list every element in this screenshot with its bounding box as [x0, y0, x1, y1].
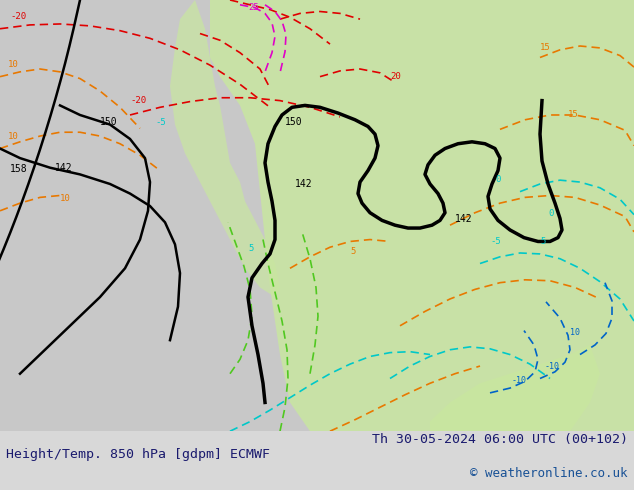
Text: 20: 20 [390, 72, 401, 80]
Text: 150: 150 [285, 117, 302, 126]
Text: 142: 142 [295, 179, 313, 189]
Text: Height/Temp. 850 hPa [gdpm] ECMWF: Height/Temp. 850 hPa [gdpm] ECMWF [6, 447, 270, 461]
Text: 5: 5 [248, 244, 254, 253]
Text: -20: -20 [10, 12, 26, 21]
Text: 5: 5 [350, 247, 356, 256]
Text: -5: -5 [490, 237, 501, 246]
Text: 10: 10 [570, 328, 580, 338]
Text: 142: 142 [55, 163, 73, 172]
Text: 5: 5 [540, 237, 545, 246]
Text: © weatheronline.co.uk: © weatheronline.co.uk [470, 467, 628, 480]
Text: 15: 15 [568, 110, 579, 119]
Polygon shape [430, 345, 600, 431]
Polygon shape [210, 0, 634, 431]
Text: -10: -10 [545, 362, 560, 371]
Text: 15: 15 [540, 43, 551, 52]
Text: 25: 25 [248, 2, 259, 12]
Text: 142: 142 [455, 214, 472, 224]
Text: -20: -20 [130, 97, 146, 105]
Polygon shape [170, 0, 280, 297]
Text: -10: -10 [512, 376, 527, 385]
Text: 150: 150 [100, 117, 118, 126]
Text: 10: 10 [8, 60, 19, 69]
Text: 10: 10 [60, 194, 71, 203]
Text: 158: 158 [10, 165, 28, 174]
Text: 0: 0 [548, 209, 553, 218]
Text: 10: 10 [8, 132, 19, 141]
Text: Th 30-05-2024 06:00 UTC (00+102): Th 30-05-2024 06:00 UTC (00+102) [372, 433, 628, 446]
Text: 0: 0 [495, 175, 500, 184]
Text: -5: -5 [155, 118, 165, 126]
